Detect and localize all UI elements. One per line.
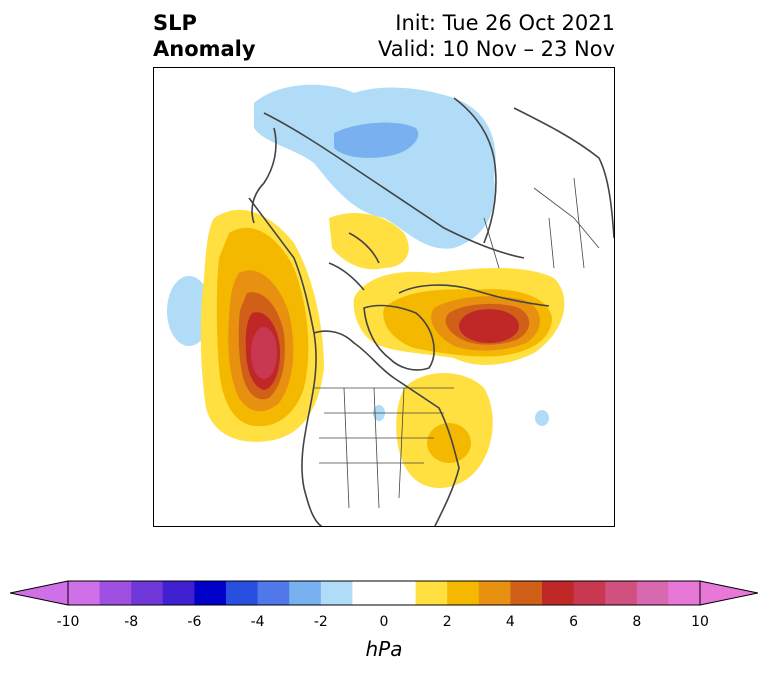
colorbar-under-arrow — [10, 581, 68, 605]
colorbar-cell — [352, 581, 385, 605]
arctic-positive-band — [329, 213, 409, 270]
colorbar-cell — [415, 581, 448, 605]
colorbar-cell — [510, 581, 543, 605]
colorbar-under-outline — [10, 580, 69, 606]
colorbar-cell — [99, 581, 132, 605]
europe-negative-anomaly — [254, 84, 496, 249]
title-variable: SLP — [153, 11, 197, 35]
colorbar-tick-label: 0 — [379, 614, 389, 630]
colorbar-cell — [542, 581, 575, 605]
colorbar-over-outline — [699, 580, 758, 606]
map-title: SLP Anomaly — [153, 10, 256, 62]
colorbar-cell — [447, 581, 480, 605]
colorbar-cell — [131, 581, 164, 605]
east-canada-level-2 — [427, 423, 471, 463]
colorbar-tick-label: -6 — [187, 614, 202, 630]
pacific-low — [167, 276, 211, 346]
init-date: Init: Tue 26 Oct 2021 — [395, 11, 615, 35]
map-dates: Init: Tue 26 Oct 2021 Valid: 10 Nov – 23… — [378, 10, 615, 62]
colorbar-cell — [68, 581, 101, 605]
colorbar-tick-label: -4 — [250, 614, 265, 630]
greenland-core — [459, 309, 519, 343]
colorbar-cell — [226, 581, 259, 605]
colorbar-cell — [257, 581, 290, 605]
atlantic-small-low — [535, 410, 549, 426]
colorbar — [10, 580, 758, 606]
colorbar-cell — [478, 581, 511, 605]
colorbar-tick-label: 6 — [569, 614, 579, 630]
colorbar-cell — [289, 581, 322, 605]
colorbar-tick-label: -10 — [56, 614, 80, 630]
colorbar-cell — [605, 581, 638, 605]
colorbar-cells — [68, 581, 701, 605]
colorbar-unit-label: hPa — [365, 637, 403, 661]
colorbar-cell — [573, 581, 606, 605]
colorbar-cell — [320, 581, 353, 605]
colorbar-tick-label: -8 — [124, 614, 139, 630]
title-anomaly: Anomaly — [153, 37, 256, 61]
colorbar-tick-label: 2 — [442, 614, 452, 630]
colorbar-tick-label: 4 — [505, 614, 515, 630]
colorbar-cell — [384, 581, 417, 605]
colorbar-cell — [194, 581, 227, 605]
colorbar-tick-label: 8 — [632, 614, 642, 630]
map-svg — [167, 84, 614, 526]
valid-dates: Valid: 10 Nov – 23 Nov — [378, 37, 615, 61]
colorbar-tick-label: -2 — [313, 614, 328, 630]
colorbar-cell — [636, 581, 669, 605]
borders — [314, 177, 600, 509]
map-panel — [153, 67, 615, 527]
colorbar-cell — [162, 581, 195, 605]
scandinavia-core-anomaly — [334, 122, 419, 158]
colorbar-over-arrow — [700, 581, 758, 605]
coastlines — [248, 97, 614, 526]
colorbar-outline — [67, 580, 701, 606]
colorbar-tick-label: 10 — [691, 614, 709, 630]
wna-level-6 — [251, 327, 277, 379]
colorbar-cell — [668, 581, 701, 605]
